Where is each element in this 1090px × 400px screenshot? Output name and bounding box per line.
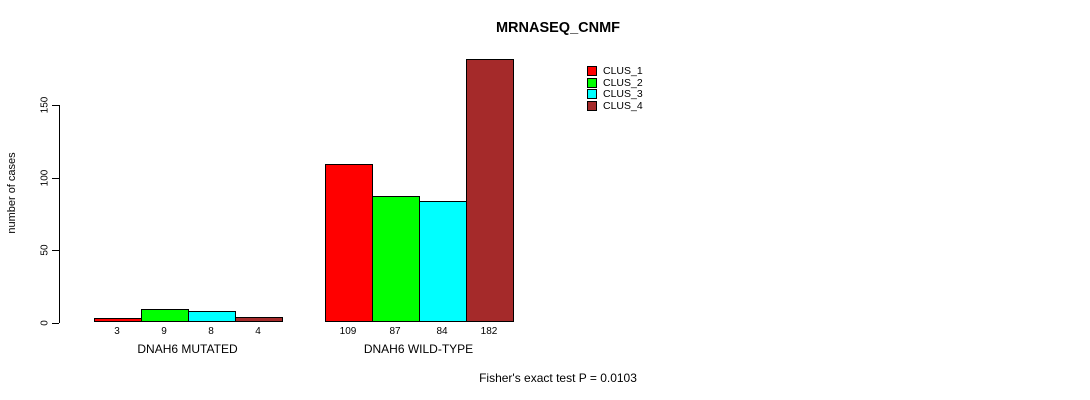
- legend-label: CLUS_1: [603, 65, 643, 77]
- legend-swatch-clus_2: [587, 77, 597, 88]
- y-axis-label: number of cases: [6, 152, 18, 234]
- bar-value-label: 8: [208, 326, 214, 337]
- legend-swatch-clus_4: [587, 101, 597, 112]
- bar-clus_2-wild-type: [371, 196, 420, 323]
- bar-clus_3-wild-type: [418, 200, 467, 323]
- y-tick-mark: [52, 105, 59, 106]
- bar-value-label: 87: [389, 326, 401, 337]
- bar-value-label: 84: [436, 326, 448, 337]
- y-axis-line: [59, 105, 60, 323]
- bar-clus_2-mutated: [140, 309, 189, 323]
- legend-label: CLUS_4: [603, 100, 643, 113]
- y-tick-mark: [52, 250, 59, 251]
- bar-value-label: 182: [480, 326, 498, 337]
- y-tick-label: 100: [39, 169, 51, 186]
- bar-clus_4-wild-type: [465, 58, 514, 323]
- bar-clus_1-mutated: [93, 318, 142, 323]
- bar-clus_1-wild-type: [324, 164, 373, 323]
- bar-value-label: 4: [255, 326, 261, 337]
- y-tick-label: 150: [39, 96, 51, 114]
- legend-swatch-clus_3: [587, 89, 597, 100]
- bar-clus_3-mutated: [187, 310, 236, 323]
- y-tick-mark: [52, 322, 59, 324]
- bar-value-label: 109: [339, 326, 357, 337]
- bar-value-label: 9: [161, 326, 167, 337]
- bar-clus_4-mutated: [234, 316, 283, 323]
- legend-label: CLUS_2: [603, 76, 643, 89]
- y-tick-label: 0: [39, 319, 51, 326]
- y-tick-mark: [52, 177, 59, 179]
- category-label: DNAH6 MUTATED: [137, 342, 238, 356]
- y-tick-label: 50: [39, 244, 51, 256]
- legend-swatch-clus_1: [587, 66, 597, 76]
- chart-title: MRNASEQ_CNMF: [495, 20, 621, 36]
- category-label: DNAH6 WILD-TYPE: [363, 342, 474, 356]
- legend-label: CLUS_3: [603, 88, 643, 101]
- footer-caption: Fisher's exact test P = 0.0103: [479, 371, 637, 385]
- bar-value-label: 3: [114, 326, 120, 337]
